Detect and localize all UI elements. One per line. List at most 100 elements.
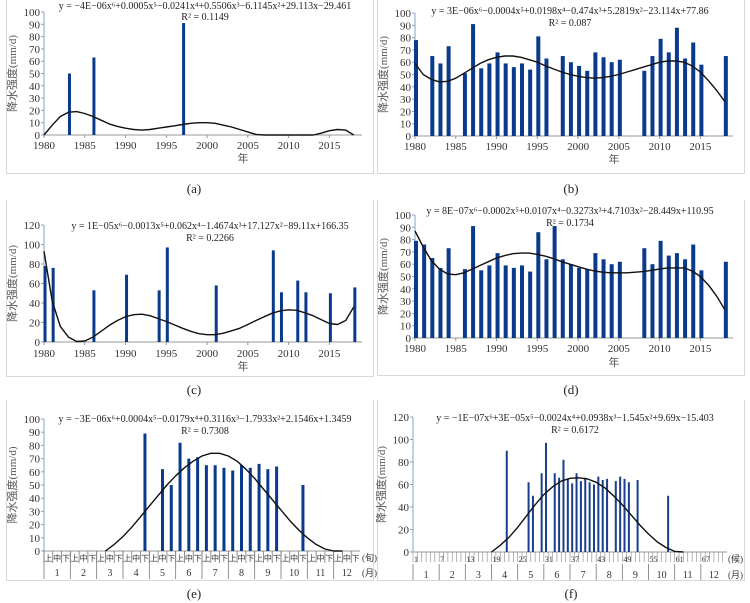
bar — [446, 248, 451, 338]
bar — [187, 458, 191, 551]
bar — [658, 38, 663, 136]
y-tick-label: 50 — [400, 272, 412, 284]
bar — [462, 73, 467, 136]
chart-panel-a: 0 10 20 30 40 50 60 70 80 90 100 降水强度(mm/d) 1980 1985… — [0, 0, 375, 200]
dekad-label: 下 — [352, 554, 360, 563]
y-tick-label: 10 — [400, 119, 412, 131]
dekad-label: 上 — [44, 554, 52, 563]
y-tick-label: 60 — [29, 279, 41, 291]
x-tick-label: 1995 — [526, 141, 549, 153]
dekad-label: 上 — [97, 554, 105, 563]
bar — [511, 267, 516, 338]
bar — [585, 70, 590, 136]
r-squared-label: R² = 0.1734 — [546, 218, 594, 229]
y-tick-label: 60 — [400, 259, 412, 271]
dekad-unit-label: (旬) — [362, 552, 377, 563]
bar — [240, 465, 243, 551]
bar — [527, 482, 530, 552]
y-tick-label: 50 — [29, 69, 41, 81]
bar — [462, 269, 467, 338]
bar — [666, 255, 671, 338]
y-tick-label: 30 — [400, 94, 412, 106]
r-squared-label: R² = 0.6172 — [551, 425, 599, 436]
pentad-unit-label: (候) — [728, 553, 743, 564]
y-tick-label: 80 — [29, 32, 41, 44]
bar — [674, 253, 679, 338]
x-tick-label: 2000 — [196, 140, 219, 152]
bar — [536, 36, 541, 137]
x-tick-label: 1985 — [445, 343, 468, 355]
dekad-label: 中 — [185, 553, 193, 563]
dekad-label: 上 — [150, 554, 158, 563]
x-tick-label: 2010 — [649, 141, 672, 153]
month-unit-label: (月) — [728, 570, 743, 580]
month-label: 3 — [107, 568, 112, 579]
bar — [214, 285, 218, 342]
x-axis-title: 年 — [609, 152, 620, 166]
bar — [577, 267, 582, 338]
trend-line — [414, 230, 726, 311]
dekad-label: 中 — [290, 553, 298, 563]
dekad-label: 中 — [343, 553, 351, 563]
y-tick-label: 10 — [29, 533, 41, 545]
bar — [275, 466, 279, 551]
y-tick-label: 30 — [29, 506, 41, 518]
y-tick-label: 40 — [398, 502, 410, 514]
y-tick-label: 60 — [398, 480, 410, 492]
bar — [430, 258, 435, 338]
month-label: 2 — [450, 570, 455, 581]
x-tick-label: 2015 — [318, 140, 341, 152]
dekad-label: 上 — [281, 554, 289, 563]
bar — [161, 469, 164, 551]
x-tick-label: 1990 — [115, 348, 138, 360]
chart-caption: (d) — [563, 382, 579, 397]
dekad-label: 下 — [194, 554, 202, 563]
month-label: 8 — [239, 568, 244, 579]
x-tick-label: 2005 — [237, 348, 260, 360]
bar — [562, 459, 565, 552]
bar — [558, 477, 561, 552]
x-tick-label: 1985 — [74, 348, 97, 360]
dekad-label: 中 — [132, 553, 140, 563]
chart-panel-f: 0 20 40 60 80 100 120 降水强度(mm/d) 1 7 13 19 25 31 37 43 4… — [374, 400, 750, 603]
r-squared-label: R² = 0.087 — [549, 18, 592, 29]
bar — [723, 56, 728, 136]
trend-line — [43, 251, 355, 343]
y-tick-label: 20 — [29, 318, 41, 330]
bar — [495, 52, 500, 136]
x-tick-label: 1980 — [33, 348, 56, 360]
bar — [667, 495, 670, 552]
y-tick-label: 100 — [395, 210, 412, 222]
r-squared-label: R² = 0.1149 — [181, 12, 228, 23]
bar — [553, 473, 556, 552]
bar — [575, 473, 578, 552]
y-tick-label: 20 — [29, 105, 41, 117]
pentad-label: 31 — [545, 555, 553, 564]
dekad-label: 上 — [255, 554, 263, 563]
pentad-label: 25 — [519, 555, 527, 564]
y-tick-label: 70 — [29, 454, 41, 466]
dekad-label: 下 — [273, 554, 281, 563]
bar — [422, 244, 427, 338]
x-tick-label: 1990 — [115, 140, 138, 152]
x-tick-label: 2015 — [689, 141, 712, 153]
bar — [414, 40, 418, 137]
bar — [560, 56, 565, 136]
dekad-label: 上 — [308, 554, 316, 563]
bar — [471, 24, 476, 136]
y-tick-label: 80 — [398, 457, 410, 469]
y-axis-title: 降水强度(mm/d) — [374, 446, 388, 523]
pentad-label: 61 — [676, 555, 684, 564]
pentad-label: 1 — [414, 555, 418, 564]
dekad-label: 中 — [264, 553, 272, 563]
bar — [691, 42, 696, 136]
bar — [520, 265, 524, 338]
bar — [593, 253, 598, 338]
month-label: 2 — [81, 568, 86, 579]
y-tick-label: 50 — [400, 70, 412, 82]
bar — [353, 287, 357, 342]
month-label: 1 — [424, 570, 429, 581]
bar — [257, 463, 261, 551]
bar — [328, 293, 332, 342]
